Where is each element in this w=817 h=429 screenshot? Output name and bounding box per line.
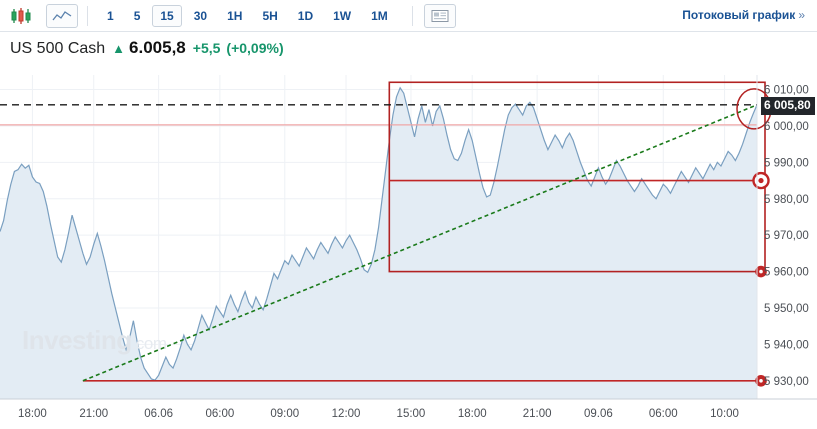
toolbar-divider-2 [411,5,413,26]
y-axis-label: 6 000,00 [764,121,809,133]
quote-header: US 500 Cash ▲ 6.005,8 +5,5 (+0,09%) [10,38,284,62]
y-axis-label: 5 980,00 [764,194,809,206]
x-axis-label: 21:00 [79,408,108,420]
direction-up-icon: ▲ [112,41,126,56]
x-axis-label: 10:00 [710,408,739,420]
timeframe-1m[interactable]: 1M [371,8,388,23]
streaming-chart-link[interactable]: Потоковый график» [682,8,805,22]
y-axis-label: 5 990,00 [764,157,809,169]
current-price-tag: 6 005,80 [761,96,815,115]
x-axis-label: 12:00 [332,408,361,420]
price-change: +5,5 [192,40,221,56]
x-axis-label: 18:00 [458,408,487,420]
y-axis-label: 5 960,00 [764,267,809,279]
price-chart[interactable]: Investing.com 6 010,00 6 000,00 5 990,00 5 … [0,70,817,429]
chart-canvas[interactable]: 6 010,00 6 000,00 5 990,00 5 980,00 5 970,00… [0,70,817,429]
x-axis-label: 06:00 [205,408,234,420]
toolbar-divider-1 [87,5,88,26]
x-axis-label: 09.06 [584,408,613,420]
x-axis-label: 06:00 [649,408,678,420]
price-change-percent: (+0,09%) [226,40,284,56]
x-axis-label: 09:00 [270,408,299,420]
x-axis-label: 15:00 [397,408,426,420]
x-axis-label: 21:00 [523,408,552,420]
y-axis-label: 5 930,00 [764,376,809,388]
timeframe-5h[interactable]: 5H [262,8,278,23]
candlestick-icon[interactable] [4,3,38,29]
last-price: 6.005,8 [129,38,186,57]
streaming-chart-label: Потоковый график [682,8,796,22]
timeframe-1w[interactable]: 1W [333,8,352,23]
timeframe-1d[interactable]: 1D [297,8,314,23]
y-axis-label: 5 950,00 [764,303,809,315]
instrument-name: US 500 Cash [10,40,106,57]
timeframe-1[interactable]: 1 [107,8,114,23]
x-axis-label: 06.06 [144,408,173,420]
chevron-right-icon: » [798,8,805,22]
y-axis-label: 5 970,00 [764,230,809,242]
news-panel-icon[interactable] [423,3,456,28]
timeframe-30[interactable]: 30 [193,8,208,23]
timeframe-1h[interactable]: 1H [227,8,243,23]
chart-toolbar: 1 5 15 30 1H 5H 1D 1W 1M Потоковый графи… [0,0,817,32]
timeframe-15[interactable]: 15 [152,4,182,27]
timeframe-5[interactable]: 5 [133,8,141,23]
y-axis-label: 6 010,00 [764,85,809,97]
line-chart-icon[interactable] [46,3,78,28]
y-axis-label: 5 940,00 [764,339,809,351]
x-axis-label: 18:00 [18,408,47,420]
